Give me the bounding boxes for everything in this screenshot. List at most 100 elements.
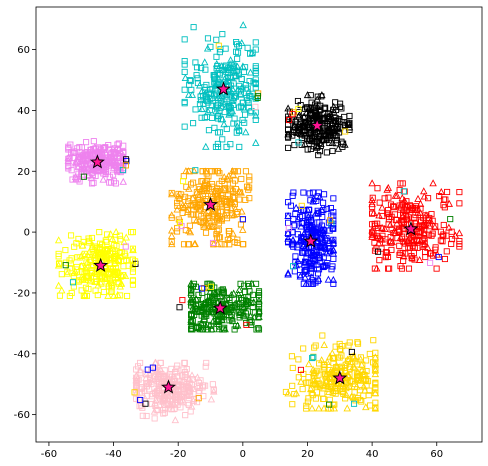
- data-point-triangle: [228, 85, 237, 93]
- data-point-square: [158, 374, 165, 381]
- data-point-square: [183, 366, 190, 373]
- data-point-square: [403, 198, 410, 205]
- data-point-triangle: [197, 184, 206, 192]
- data-point-square: [239, 297, 246, 304]
- data-point-square: [84, 149, 91, 156]
- data-point-square: [200, 223, 207, 231]
- data-point-triangle: [313, 136, 321, 144]
- data-point-square: [291, 222, 298, 229]
- data-point-square: [312, 369, 319, 376]
- data-point-square: [69, 176, 76, 183]
- data-point-square: [293, 129, 300, 136]
- data-point-triangle: [214, 91, 223, 99]
- data-point-triangle: [186, 383, 195, 391]
- data-point-square: [161, 405, 168, 412]
- data-point-square: [441, 204, 448, 211]
- data-point-square: [338, 105, 345, 112]
- data-point-triangle: [202, 187, 211, 195]
- data-point-triangle: [325, 132, 334, 140]
- data-point-square: [182, 193, 189, 200]
- data-point-square: [195, 379, 203, 387]
- data-point-square: [372, 222, 379, 229]
- cluster-points: [176, 279, 263, 333]
- data-point-square: [312, 395, 319, 402]
- data-point-square: [378, 245, 385, 252]
- data-point-triangle: [329, 102, 338, 110]
- data-point-square: [206, 299, 213, 306]
- data-point-triangle: [349, 352, 358, 360]
- data-point-triangle: [63, 269, 71, 277]
- data-point-triangle: [319, 227, 328, 235]
- data-point-square: [289, 382, 296, 389]
- outlier-point: [286, 116, 293, 124]
- data-point-square: [195, 183, 202, 190]
- data-point-square: [456, 189, 463, 196]
- data-point-square: [372, 405, 379, 412]
- data-point-square: [246, 288, 253, 295]
- data-point-square: [213, 53, 220, 60]
- data-point-triangle: [308, 404, 316, 412]
- data-point-triangle: [297, 377, 305, 385]
- data-point-square: [218, 241, 225, 248]
- data-point-square: [117, 236, 124, 243]
- data-point-square: [158, 371, 165, 378]
- data-point-square: [342, 395, 349, 402]
- data-point-triangle: [303, 91, 312, 99]
- data-point-triangle: [399, 212, 407, 220]
- data-point-triangle: [200, 58, 209, 66]
- data-point-square: [97, 272, 104, 279]
- data-point-triangle: [82, 264, 90, 272]
- data-point-square: [102, 237, 109, 244]
- data-point-square: [300, 189, 307, 196]
- data-point-square: [229, 318, 236, 325]
- centroid-star: [212, 300, 228, 315]
- outlier-point: [243, 321, 250, 328]
- data-point-square: [147, 377, 154, 384]
- outlier-point: [80, 173, 88, 180]
- data-point-square: [226, 103, 233, 110]
- outlier-point: [285, 225, 292, 232]
- data-point-square: [202, 66, 209, 73]
- data-point-square: [110, 171, 117, 178]
- data-point-square: [456, 237, 463, 245]
- data-point-triangle: [246, 68, 255, 76]
- outlier-point: [239, 216, 246, 223]
- outlier-point: [309, 354, 316, 362]
- data-point-square: [108, 159, 115, 166]
- data-point-square: [421, 226, 428, 234]
- data-point-square: [76, 254, 83, 261]
- data-point-square: [138, 385, 145, 392]
- data-point-square: [366, 350, 373, 357]
- data-point-square: [188, 322, 195, 329]
- outlier-point: [298, 202, 305, 209]
- data-point-square: [242, 64, 249, 71]
- data-point-square: [174, 395, 181, 402]
- outlier-point: [62, 262, 69, 269]
- data-point-square: [84, 160, 91, 167]
- data-point-square: [181, 68, 188, 75]
- data-point-triangle: [312, 112, 321, 120]
- data-point-square: [289, 229, 296, 236]
- data-point-square: [115, 257, 122, 264]
- data-point-square: [385, 210, 392, 217]
- data-point-square: [440, 221, 447, 229]
- data-point-triangle: [192, 216, 201, 224]
- data-point-triangle: [202, 219, 211, 227]
- data-point-square: [134, 363, 142, 370]
- data-point-square: [355, 340, 362, 347]
- data-point-square: [228, 187, 235, 194]
- centroid-star: [309, 117, 325, 133]
- data-point-square: [376, 257, 383, 264]
- data-point-square: [285, 230, 292, 237]
- data-point-triangle: [423, 243, 432, 251]
- data-point-triangle: [371, 366, 380, 374]
- data-point-square: [109, 266, 117, 273]
- data-point-triangle: [304, 225, 313, 233]
- data-point-square: [193, 72, 200, 79]
- data-point-square: [221, 63, 229, 70]
- data-point-triangle: [238, 225, 247, 233]
- data-point-square: [252, 80, 259, 87]
- data-point-triangle: [72, 159, 80, 167]
- data-point-triangle: [284, 104, 292, 112]
- data-point-square: [305, 395, 312, 402]
